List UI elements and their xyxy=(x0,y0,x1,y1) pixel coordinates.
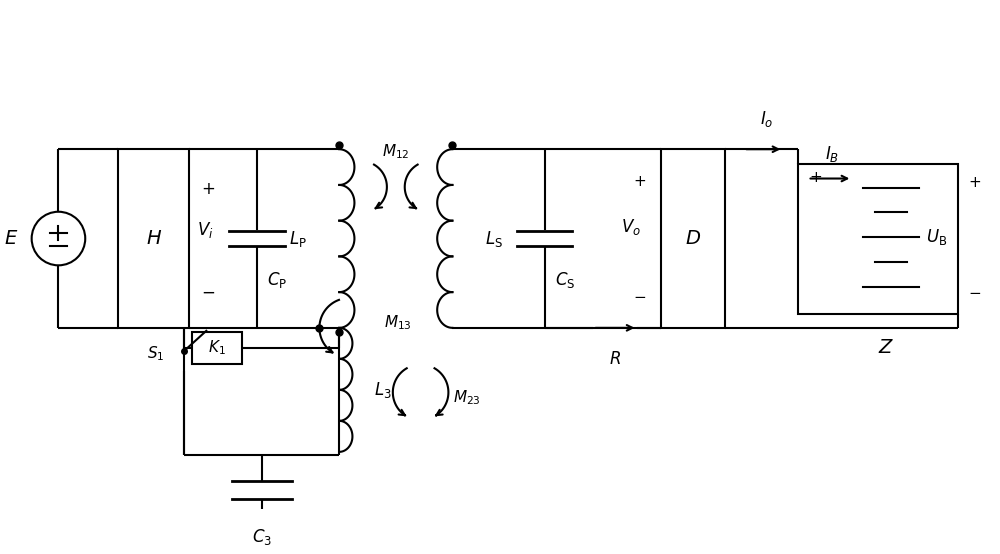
Text: $L_\mathrm{P}$: $L_\mathrm{P}$ xyxy=(289,229,307,249)
Text: D: D xyxy=(685,229,700,248)
Text: $M_{12}$: $M_{12}$ xyxy=(382,142,410,161)
Text: $-$: $-$ xyxy=(968,284,981,299)
Text: $M_{23}$: $M_{23}$ xyxy=(453,388,481,407)
Text: $S_1$: $S_1$ xyxy=(147,344,165,363)
Text: $-$: $-$ xyxy=(201,283,215,301)
Text: $L_3$: $L_3$ xyxy=(374,380,392,400)
Text: $I_B$: $I_B$ xyxy=(825,143,839,163)
Bar xyxy=(118,149,189,328)
Text: $I_o$: $I_o$ xyxy=(760,109,773,130)
Bar xyxy=(192,332,242,363)
Text: H: H xyxy=(146,229,161,248)
Text: $Z$: $Z$ xyxy=(878,338,894,357)
Text: $M_{13}$: $M_{13}$ xyxy=(384,314,412,332)
Text: +: + xyxy=(968,175,981,190)
Text: $V_o$: $V_o$ xyxy=(621,217,641,237)
Text: $L_\mathrm{S}$: $L_\mathrm{S}$ xyxy=(485,229,503,249)
Text: $K_1$: $K_1$ xyxy=(208,338,226,357)
Text: $-$: $-$ xyxy=(633,288,646,303)
Bar xyxy=(798,163,958,314)
Text: +: + xyxy=(633,174,646,189)
Text: $C_\mathrm{P}$: $C_\mathrm{P}$ xyxy=(267,270,287,290)
Bar xyxy=(661,149,725,328)
Text: $C_3$: $C_3$ xyxy=(252,527,272,547)
Text: $C_\mathrm{S}$: $C_\mathrm{S}$ xyxy=(555,270,575,290)
Text: +: + xyxy=(810,170,822,184)
Text: $U_\mathrm{B}$: $U_\mathrm{B}$ xyxy=(926,227,947,247)
Text: $V_i$: $V_i$ xyxy=(197,219,214,239)
Text: +: + xyxy=(201,179,215,198)
Text: $E$: $E$ xyxy=(4,229,18,248)
Text: $R$: $R$ xyxy=(609,350,621,368)
